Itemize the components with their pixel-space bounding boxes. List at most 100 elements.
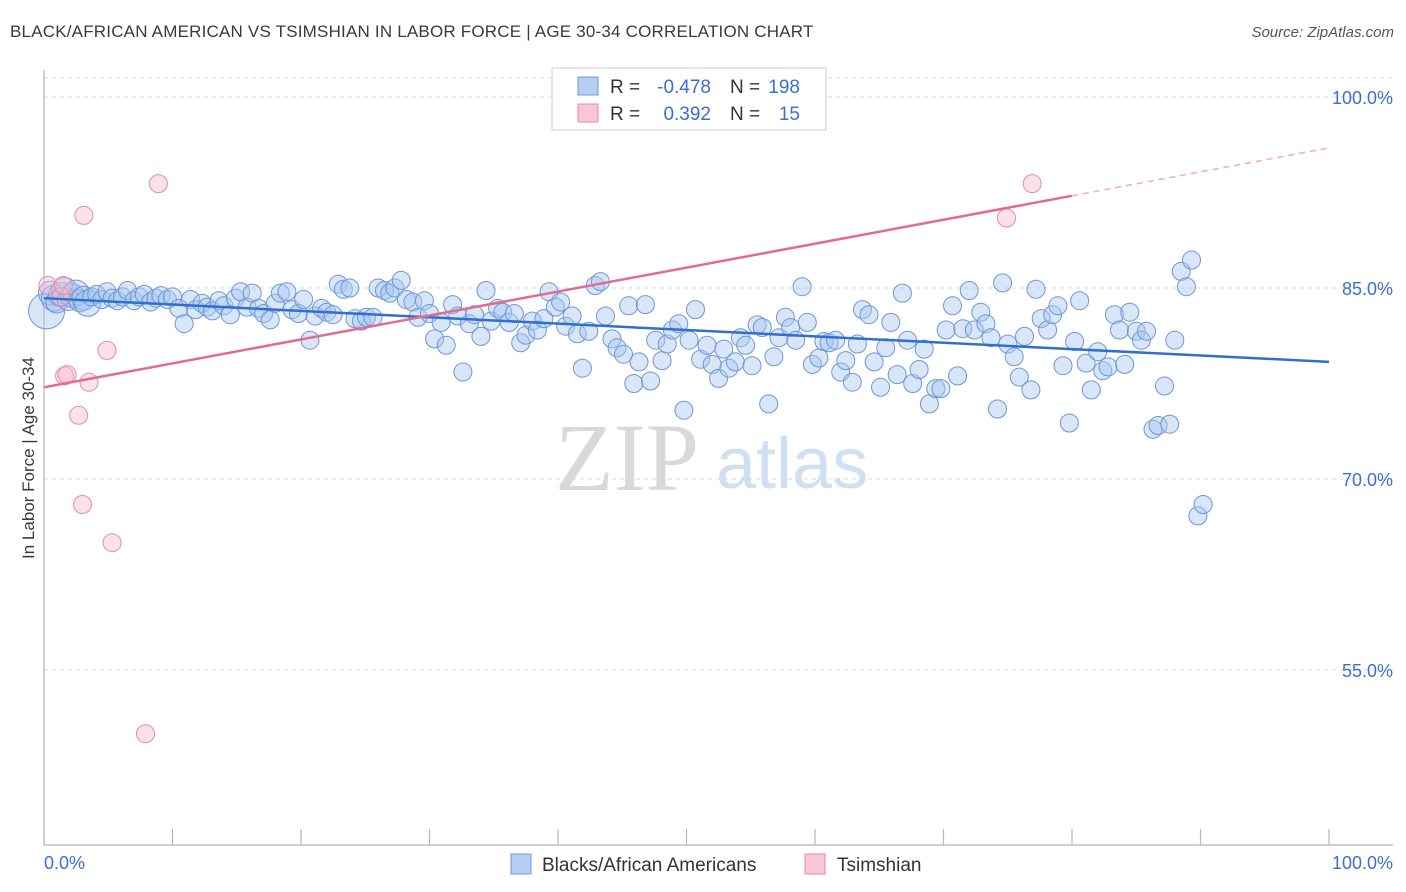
- point-blacks-african-americans: [1015, 326, 1034, 346]
- point-blacks-african-americans: [414, 291, 434, 311]
- point-blacks-african-americans: [192, 293, 212, 313]
- point-tsimshian: [79, 372, 99, 392]
- point-blacks-african-americans: [471, 326, 491, 346]
- point-blacks-african-americans: [809, 348, 829, 368]
- point-blacks-african-americans: [602, 329, 622, 349]
- point-blacks-african-americans: [657, 334, 677, 354]
- point-tsimshian: [38, 276, 58, 295]
- point-blacks-african-americans: [1131, 330, 1151, 350]
- point-blacks-african-americans: [826, 330, 846, 350]
- point-blacks-african-americans: [931, 379, 951, 399]
- bottom-legend-swatch-blue: [510, 853, 532, 875]
- point-blacks-african-americans: [909, 360, 929, 379]
- point-blacks-african-americans: [1053, 356, 1073, 376]
- point-blacks-african-americans: [385, 278, 405, 298]
- point-blacks-african-americans: [74, 289, 102, 317]
- point-blacks-african-americans: [797, 312, 817, 332]
- point-blacks-african-americans: [1120, 302, 1140, 322]
- point-blacks-african-americans: [725, 352, 745, 372]
- point-tsimshian: [97, 340, 117, 360]
- point-blacks-african-americans: [1043, 305, 1063, 325]
- legend-n-value-1: 198: [768, 77, 800, 98]
- point-blacks-african-americans: [881, 312, 901, 332]
- point-blacks-african-americans: [174, 314, 194, 334]
- legend-box: R = -0.478 N = 198 R = 0.392 N = 15: [551, 67, 827, 131]
- trend-line-tsimshian: [43, 194, 1073, 389]
- point-blacks-african-americans: [859, 305, 879, 325]
- point-blacks-african-americans: [709, 368, 729, 388]
- legend-n-label-2: N =: [730, 104, 760, 125]
- legend-n-value-2: 15: [779, 104, 800, 125]
- point-blacks-african-americans: [527, 320, 547, 340]
- x-tick-label-max: 100.0%: [1332, 853, 1393, 873]
- point-blacks-african-americans: [635, 295, 655, 315]
- point-blacks-african-americans: [596, 306, 615, 326]
- point-blacks-african-americans: [556, 316, 576, 336]
- point-blacks-african-americans: [340, 278, 360, 298]
- point-blacks-african-americans: [614, 344, 633, 364]
- bottom-legend: Blacks/African Americans Tsimshian: [510, 853, 921, 876]
- point-blacks-african-americans: [943, 296, 962, 316]
- legend-r-label-2: R =: [610, 104, 640, 125]
- point-blacks-african-americans: [876, 338, 896, 358]
- point-blacks-african-americans: [328, 274, 348, 294]
- point-blacks-african-americans: [842, 372, 862, 392]
- point-blacks-african-americans: [1081, 380, 1101, 400]
- point-blacks-african-americans: [1098, 357, 1118, 377]
- point-tsimshian: [148, 174, 168, 194]
- point-blacks-african-americans: [28, 292, 66, 330]
- y-tick-label: 55.0%: [1342, 661, 1393, 681]
- y-tick-label: 100.0%: [1332, 88, 1393, 108]
- bottom-legend-label-pink: Tsimshian: [837, 855, 921, 876]
- point-blacks-african-americans: [1193, 495, 1213, 514]
- point-blacks-african-americans: [1155, 376, 1174, 396]
- point-blacks-african-americans: [964, 320, 984, 340]
- point-tsimshian: [51, 287, 71, 307]
- point-tsimshian: [53, 276, 73, 295]
- point-blacks-african-americans: [792, 277, 812, 297]
- bottom-legend-label-blue: Blacks/African Americans: [542, 855, 756, 876]
- point-blacks-african-americans: [1004, 347, 1024, 367]
- source-label: Source: ZipAtlas.com: [1251, 24, 1394, 41]
- point-blacks-african-americans: [736, 335, 756, 355]
- x-tick-label-min: 0.0%: [44, 853, 85, 873]
- point-blacks-african-americans: [742, 356, 762, 376]
- point-blacks-african-americans: [674, 400, 694, 420]
- point-blacks-african-americans: [764, 347, 784, 367]
- point-blacks-african-americans: [1031, 309, 1051, 329]
- point-blacks-african-americans: [1076, 353, 1096, 373]
- point-blacks-african-americans: [504, 304, 524, 323]
- point-blacks-african-americans: [1137, 321, 1156, 341]
- point-blacks-african-americans: [993, 273, 1013, 293]
- point-blacks-african-americans: [380, 283, 400, 303]
- point-blacks-african-americans: [1009, 367, 1029, 387]
- point-blacks-african-americans: [579, 321, 599, 341]
- y-tick-labels: 55.0% 70.0% 85.0% 100.0%: [1332, 88, 1393, 681]
- point-tsimshian: [73, 495, 92, 514]
- y-tick-label: 85.0%: [1342, 279, 1393, 299]
- point-tsimshian: [102, 533, 122, 553]
- point-blacks-african-americans: [1038, 320, 1058, 340]
- point-blacks-african-americans: [476, 281, 496, 300]
- point-blacks-african-americans: [551, 292, 571, 312]
- point-blacks-african-americans: [270, 283, 290, 303]
- point-blacks-african-americans: [619, 296, 639, 316]
- point-blacks-african-americans: [948, 366, 968, 386]
- y-tick-label: 70.0%: [1342, 470, 1393, 490]
- point-blacks-african-americans: [265, 293, 285, 313]
- point-blacks-african-americans: [691, 349, 711, 369]
- point-blacks-african-americans: [277, 282, 297, 302]
- point-blacks-african-americans: [959, 281, 979, 300]
- point-blacks-african-americans: [1104, 305, 1124, 325]
- point-blacks-african-americans: [981, 328, 1001, 348]
- point-tsimshian: [997, 208, 1016, 228]
- legend-r-value-1: -0.478: [657, 77, 711, 98]
- point-blacks-african-americans: [887, 365, 907, 385]
- point-tsimshian: [1022, 174, 1042, 194]
- point-blacks-african-americans: [629, 352, 649, 372]
- point-blacks-african-americans: [1182, 250, 1201, 270]
- point-blacks-african-americans: [752, 318, 772, 337]
- point-blacks-african-americans: [1070, 291, 1090, 311]
- point-blacks-african-americans: [1126, 321, 1146, 341]
